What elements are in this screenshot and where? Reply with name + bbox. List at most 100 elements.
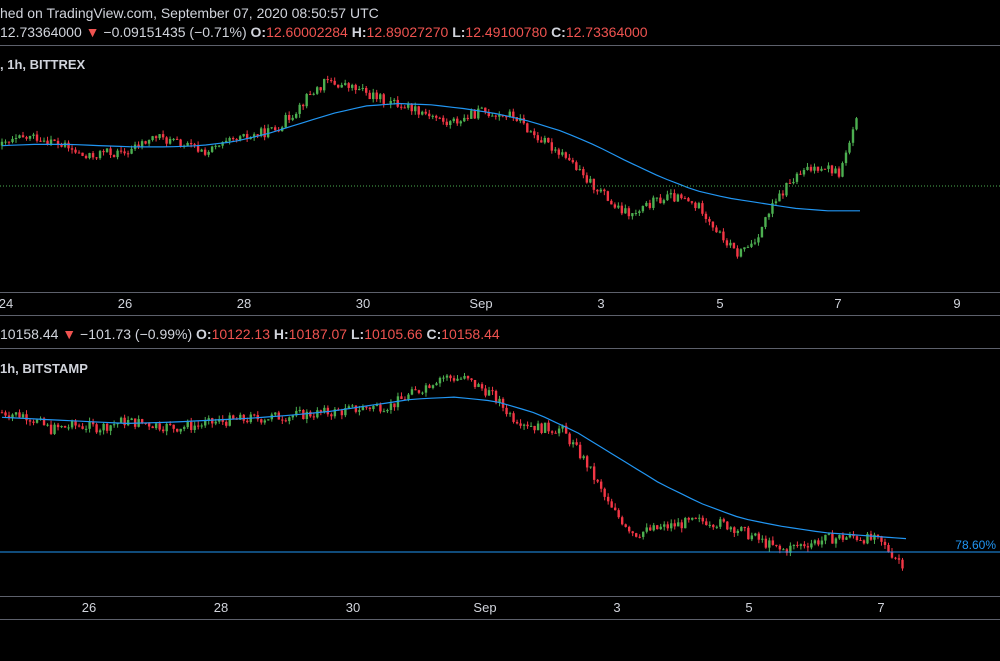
candle-body	[354, 405, 358, 412]
candle-body	[827, 165, 830, 169]
x-tick: 7	[834, 296, 842, 311]
candle-body	[848, 534, 852, 538]
candle-body	[403, 107, 406, 109]
candle-body	[540, 423, 543, 433]
candle-body	[158, 423, 161, 430]
time-axis-2[interactable]: 26 28 30 Sep 3 5 7	[0, 596, 1000, 620]
candle-body	[487, 390, 491, 396]
candle-body	[561, 425, 564, 429]
candle-body	[344, 83, 347, 85]
symbol-legend-1[interactable]: , 1h, BITTREX	[0, 57, 86, 72]
candle-body	[410, 389, 414, 395]
candle-body	[74, 149, 77, 153]
candle-body	[719, 519, 722, 527]
price-chart-2[interactable]: 78.60%	[0, 350, 1000, 596]
candle-body	[663, 524, 666, 527]
candle-body	[315, 87, 319, 94]
candle-body	[533, 425, 536, 431]
price-change: −101.73 (−0.99%)	[80, 326, 193, 342]
candle-body	[701, 203, 704, 214]
candle-body	[18, 135, 21, 139]
candle-body	[354, 84, 357, 90]
candle-body	[14, 412, 18, 415]
candle-body	[494, 390, 498, 403]
candle-body	[221, 142, 224, 146]
candle-body	[578, 444, 582, 459]
candle-body	[757, 533, 761, 540]
candle-body	[452, 378, 456, 381]
candle-body	[25, 414, 28, 421]
candle-body	[210, 146, 214, 152]
candle-body	[712, 524, 715, 528]
candle-body	[757, 237, 760, 243]
close-label: C:	[426, 326, 442, 342]
x-tick: 9	[953, 296, 961, 311]
candle-body	[529, 425, 533, 427]
candle-body	[256, 134, 259, 137]
candle-body	[557, 428, 561, 434]
low-value: 10105.66	[364, 326, 423, 342]
candle-body	[785, 182, 788, 196]
x-tick: 26	[81, 600, 97, 615]
candle-body	[260, 419, 263, 423]
candle-body	[0, 412, 4, 414]
candle-body	[732, 242, 736, 249]
x-tick: 3	[613, 600, 621, 615]
candle-body	[729, 242, 732, 246]
candle-body	[554, 149, 557, 151]
candle-body	[112, 424, 116, 426]
x-tick: 26	[117, 296, 133, 311]
price-chart-1[interactable]	[0, 46, 1000, 292]
candle-body	[273, 127, 277, 131]
candle-body	[119, 417, 123, 424]
moving-average-line	[1, 102, 860, 212]
candle-body	[424, 111, 427, 114]
candle-body	[715, 227, 718, 233]
candle-body	[473, 379, 477, 387]
time-axis-1[interactable]: 24 26 28 30 Sep 3 5 7 9	[0, 292, 1000, 316]
candle-body	[53, 424, 56, 434]
candle-body	[666, 524, 669, 529]
candle-body	[63, 426, 67, 428]
fib-level-label: 78.60%	[955, 538, 996, 552]
candle-body	[526, 424, 529, 427]
candle-body	[361, 87, 364, 89]
candle-body	[697, 203, 701, 209]
footer-bar	[0, 619, 1000, 661]
candle-body	[309, 411, 312, 417]
last-price: 12.73364000	[0, 24, 82, 40]
candle-body	[470, 110, 473, 119]
candle-body	[81, 152, 84, 156]
candle-body	[596, 189, 599, 192]
candle-body	[81, 426, 84, 429]
open-value: 12.60002284	[266, 24, 348, 40]
candle-body	[869, 533, 873, 540]
candle-body	[725, 240, 729, 246]
candle-body	[803, 544, 806, 547]
candle-body	[463, 375, 466, 379]
candle-body	[645, 202, 648, 206]
candle-body	[151, 136, 154, 141]
candle-body	[197, 425, 200, 427]
candle-body	[498, 114, 501, 117]
candle-body	[648, 202, 652, 208]
candle-body	[859, 540, 862, 542]
candle-body	[726, 521, 729, 530]
candle-body	[876, 534, 880, 537]
candle-body	[533, 131, 536, 136]
candle-body	[56, 140, 60, 145]
symbol-legend-2[interactable]: 1h, BITSTAMP	[0, 361, 88, 376]
candle-body	[841, 535, 845, 540]
candle-body	[154, 136, 158, 139]
candle-body	[88, 421, 91, 429]
candle-body	[677, 522, 680, 527]
candle-body	[386, 409, 389, 412]
candle-body	[599, 481, 603, 489]
x-tick: 3	[597, 296, 605, 311]
candle-body	[119, 150, 123, 152]
candle-body	[550, 431, 554, 433]
candle-body	[238, 136, 242, 140]
candle-body	[319, 410, 323, 413]
candle-body	[582, 169, 585, 176]
candle-body	[407, 103, 410, 108]
